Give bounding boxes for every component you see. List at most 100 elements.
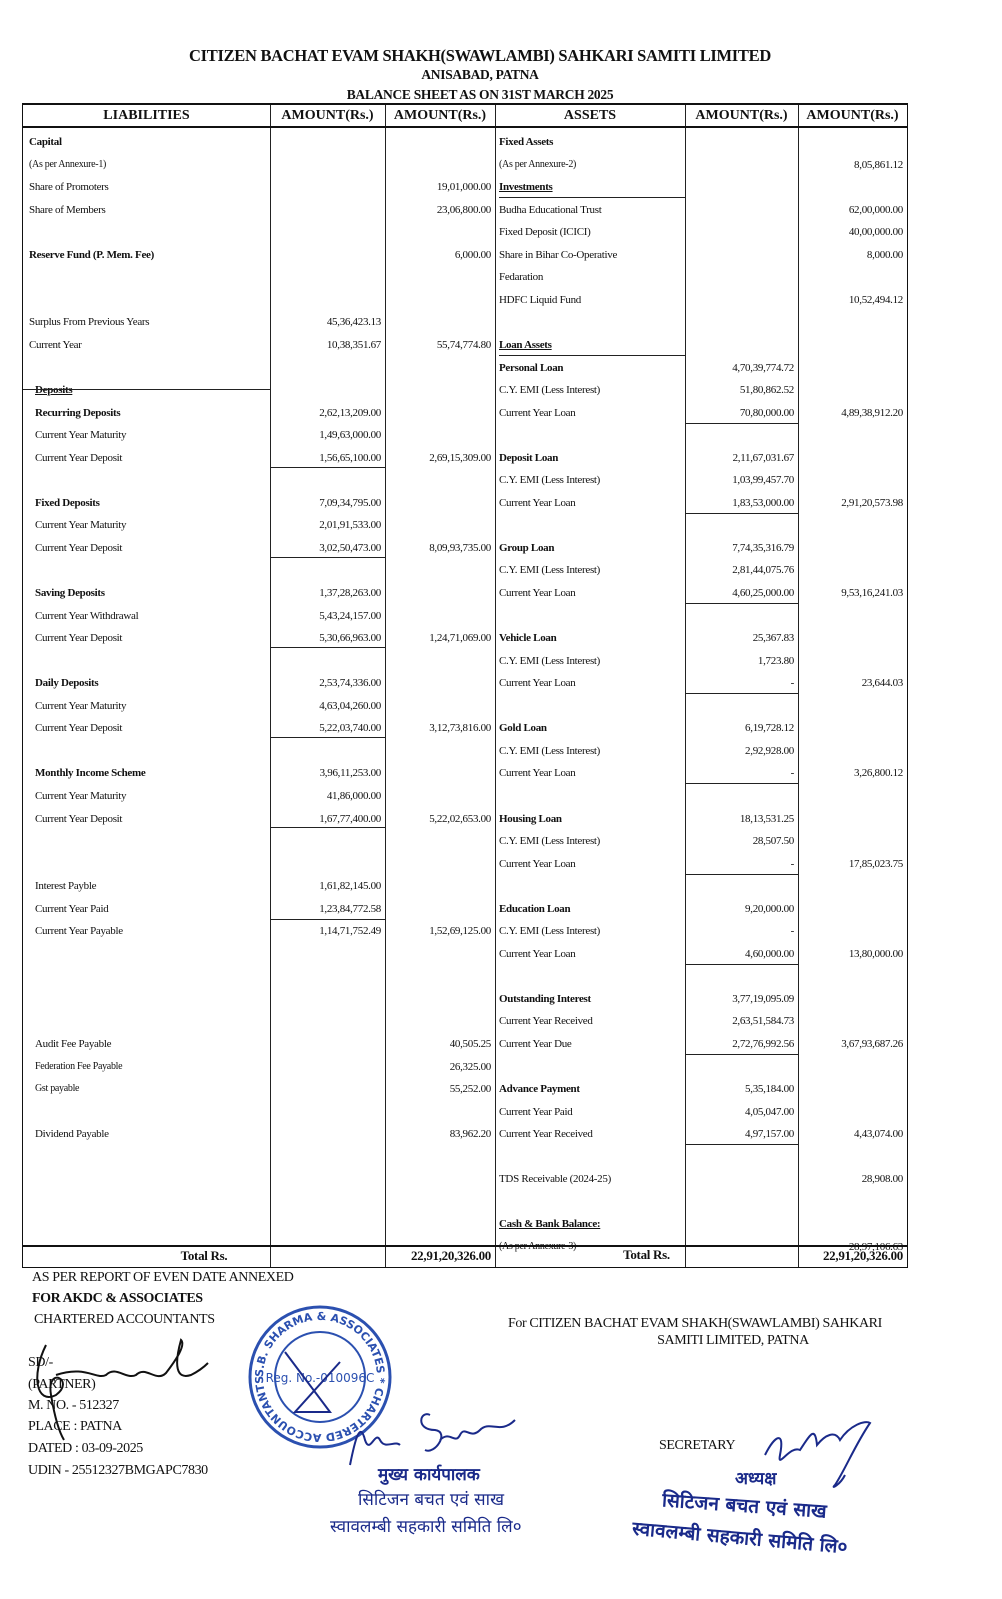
amount-a4: 23,644.03: [861, 677, 904, 690]
header-liabilities: LIABILITIES: [23, 105, 270, 128]
amount-a4: 8,05,861.12: [854, 158, 903, 171]
header-amount-2: AMOUNT(Rs.): [385, 105, 495, 128]
amount-a4: 10,52,494.12: [848, 293, 903, 306]
amount-a2: 55,252.00: [449, 1083, 492, 1096]
amount-a1: 2,53,74,336.00: [319, 677, 381, 690]
amount-a2: 55,74,774.80: [436, 338, 491, 351]
asset-label: Fedaration: [499, 271, 544, 284]
amount-a1: 1,49,63,000.00: [319, 429, 381, 442]
asset-label: Gold Loan: [499, 722, 547, 735]
stamp-center-text: Reg. No.-010096C: [266, 1371, 375, 1385]
liability-label: Daily Deposits: [35, 677, 99, 690]
asset-label: Loan Assets: [499, 338, 552, 351]
asset-label: Vehicle Loan: [499, 632, 557, 645]
asset-label: Current Year Loan: [499, 677, 576, 690]
amount-a3: 6,19,728.12: [745, 722, 794, 735]
amount-a1: 2,62,13,209.00: [319, 406, 381, 419]
amount-a4: 40,00,000.00: [848, 226, 903, 239]
asset-label: Budha Educational Trust: [499, 203, 602, 216]
liability-label: Current Year Deposit: [35, 541, 123, 554]
amount-a3: 2,92,928.00: [745, 744, 794, 757]
asset-label: C.Y. EMI (Less Interest): [499, 474, 601, 487]
liability-label: Current Year Maturity: [35, 699, 127, 712]
header-amount-3: AMOUNT(Rs.): [685, 105, 798, 128]
liabilities-total-value: 22,91,20,326.00: [410, 1248, 491, 1263]
asset-label: Housing Loan: [499, 812, 562, 825]
amount-a1: 1,14,71,752.49: [319, 925, 381, 938]
amount-a3: 9,20,000.00: [745, 902, 794, 915]
asset-label: Current Year Received: [499, 1128, 593, 1141]
amount-a3: 2,72,76,992.56: [732, 1038, 794, 1050]
amount-a3: 4,97,157.00: [745, 1128, 794, 1141]
amount-a3: -: [790, 925, 795, 938]
asset-label: C.Y. EMI (Less Interest): [499, 384, 601, 397]
for-company-line-1: For CITIZEN BACHAT EVAM SHAKH(SWAWLAMBI)…: [508, 1316, 882, 1331]
amount-a3: 70,80,000.00: [739, 406, 794, 419]
group-separator: [685, 512, 798, 514]
amount-a2: 1,52,69,125.00: [429, 925, 491, 938]
secretary-label: SECRETARY: [659, 1438, 736, 1453]
amount-a1: 41,86,000.00: [326, 789, 381, 802]
report-line: AS PER REPORT OF EVEN DATE ANNEXED: [32, 1270, 294, 1285]
liability-label: Fixed Deposits: [35, 496, 100, 509]
group-separator: [685, 873, 798, 875]
liability-label: Current Year Deposit: [35, 812, 123, 825]
asset-label: Cash & Bank Balance:: [499, 1218, 601, 1231]
company-address: ANISABAD, PATNA: [421, 67, 539, 82]
amount-a1: 1,23,84,772.58: [319, 902, 381, 915]
stamp-chairman-title: अध्यक्ष: [735, 1469, 777, 1489]
liability-label: Current Year Maturity: [35, 429, 127, 442]
sd-label: SD/-: [28, 1355, 53, 1370]
amount-a2: 6,000.00: [454, 248, 491, 261]
assets-total-label: Total Rs.: [623, 1247, 670, 1262]
stamp-left-line-2: स्वावलम्बी सहकारी समिति लि०: [330, 1517, 522, 1537]
membership-number: M. NO. - 512327: [28, 1398, 119, 1413]
group-separator: [685, 1054, 798, 1055]
liability-label: Current Year Maturity: [35, 789, 127, 802]
amount-a4: 2,91,20,573.98: [841, 496, 903, 509]
asset-label: C.Y. EMI (Less Interest): [499, 654, 601, 667]
liability-label: Interest Payble: [35, 880, 97, 893]
amount-a4: 8,000.00: [866, 248, 903, 261]
amount-a3: 18,13,531.25: [739, 812, 794, 825]
auditor-signature: [36, 1338, 209, 1441]
amount-a1: 3,02,50,473.00: [319, 541, 381, 554]
amount-a4: 4,43,074.00: [854, 1128, 903, 1141]
amount-a2: 1,24,71,069.00: [429, 632, 491, 645]
asset-label: Personal Loan: [499, 361, 564, 374]
amount-a3: 1,83,53,000.00: [732, 496, 794, 509]
stamp-chief-executive-title: मुख्य कार्यपालक: [378, 1465, 480, 1485]
assets-total-value: 22,91,20,326.00: [822, 1248, 903, 1263]
asset-label: Investments: [499, 181, 553, 194]
place: PLACE : PATNA: [28, 1419, 122, 1434]
amount-a2: 8,09,93,735.00: [429, 541, 491, 554]
asset-label: C.Y. EMI (Less Interest): [499, 925, 601, 938]
liability-label: Saving Deposits: [35, 587, 105, 599]
amount-a1: 5,30,66,963.00: [319, 632, 381, 645]
amount-a4: 62,00,000.00: [848, 203, 903, 216]
group-separator: [499, 354, 685, 356]
dated: DATED : 03-09-2025: [28, 1441, 143, 1456]
asset-label: Education Loan: [499, 902, 571, 915]
column-divider: [385, 105, 386, 1267]
liability-label: Current Year Deposit: [35, 632, 123, 645]
total-row: Total Rs. 22,91,20,326.00 Total Rs. 22,9…: [23, 1245, 907, 1267]
asset-label: Deposit Loan: [499, 451, 559, 464]
partner-label: (PARTNER): [28, 1377, 96, 1392]
column-divider: [798, 105, 799, 1267]
auditor-firm-type: CHARTERED ACCOUNTANTS: [34, 1312, 215, 1327]
amount-a3: 2,63,51,584.73: [732, 1015, 794, 1028]
group-separator: [685, 1144, 798, 1146]
asset-label: (As per Annexure-2): [499, 158, 577, 170]
liabilities-total-label: Total Rs.: [180, 1248, 228, 1263]
amount-a3: 51,80,862.52: [739, 384, 794, 397]
asset-label: Current Year Loan: [499, 496, 576, 509]
asset-label: C.Y. EMI (Less Interest): [499, 564, 601, 577]
amount-a3: 3,77,19,095.09: [732, 992, 794, 1005]
amount-a1: 45,36,423.13: [326, 316, 381, 329]
liability-label: Current Year Deposit: [35, 722, 123, 735]
group-separator: [23, 388, 270, 390]
liability-label: Dividend Payable: [35, 1128, 109, 1141]
amount-a1: 1,37,28,263.00: [319, 587, 381, 599]
amount-a1: 2,01,91,533.00: [319, 519, 381, 532]
